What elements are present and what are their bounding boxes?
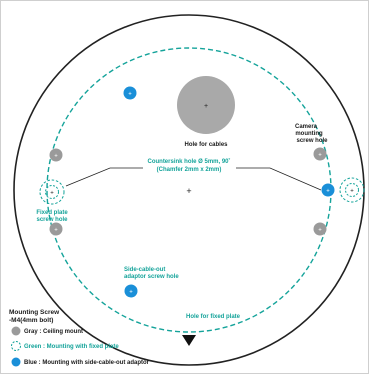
svg-text:+: + [129, 290, 133, 296]
gray-hole-right-bottom: + [313, 222, 327, 236]
camera-mounting-label-line2: mounting [295, 131, 323, 137]
blue-hole-right: + [321, 183, 335, 197]
svg-text:+: + [54, 228, 58, 234]
svg-text:+: + [50, 191, 54, 197]
legend-gray-text: Gray : Ceiling mount [24, 329, 83, 335]
legend-blue-dot-icon [11, 357, 21, 367]
green-hole-right: + [339, 177, 365, 203]
svg-text:+: + [318, 228, 322, 234]
svg-text:+: + [54, 154, 58, 160]
side-cable-label-line1: Side-cable-out [124, 267, 165, 273]
hole-for-fixed-plate-label: Hole for fixed plate [186, 314, 241, 320]
legend-green-text: Green : Mounting with fixed plate [24, 344, 119, 350]
orientation-triangle-icon [182, 335, 196, 346]
gray-hole-left-top: + [49, 148, 63, 162]
green-hole-left: + [39, 179, 65, 205]
side-cable-label-line2: adaptor screw hole [124, 274, 179, 280]
blue-hole-bottom-left: + [124, 284, 138, 298]
countersink-leader-left [65, 167, 143, 187]
legend-title-line1: Mounting Screw [9, 309, 60, 316]
gray-hole-right-top: + [313, 147, 327, 161]
countersink-label-line2: (Chamfer 2mm x 2mm) [157, 167, 222, 173]
svg-text:+: + [350, 189, 354, 195]
cable-hole [177, 76, 235, 134]
fixed-plate-screw-label-line2: screw hole [36, 217, 68, 223]
svg-text:+: + [326, 189, 330, 195]
legend-blue-text: Blue : Mounting with side-cable-out adap… [24, 360, 150, 366]
countersink-leader-right [236, 167, 322, 191]
camera-mounting-label-line1: Camera [295, 124, 318, 130]
camera-mounting-label-line3: screw hole [296, 138, 328, 144]
hole-for-cables-label: Hole for cables [184, 142, 228, 148]
blue-hole-top-left: + [123, 86, 137, 100]
legend-green-circle-icon [11, 341, 21, 351]
svg-text:+: + [128, 92, 132, 98]
countersink-label-line1: Countersink hole Ø 5mm, 90˚ [147, 158, 230, 165]
legend-gray-dot-icon [11, 326, 21, 336]
svg-text:+: + [318, 153, 322, 159]
gray-hole-left-bottom: + [49, 222, 63, 236]
fixed-plate-screw-label-line1: Fixed plate [36, 210, 68, 216]
center-plus: + [186, 186, 191, 196]
legend-title-line2: -M4(4mm bolt) [9, 317, 53, 324]
cable-hole-center-plus: + [204, 103, 208, 110]
